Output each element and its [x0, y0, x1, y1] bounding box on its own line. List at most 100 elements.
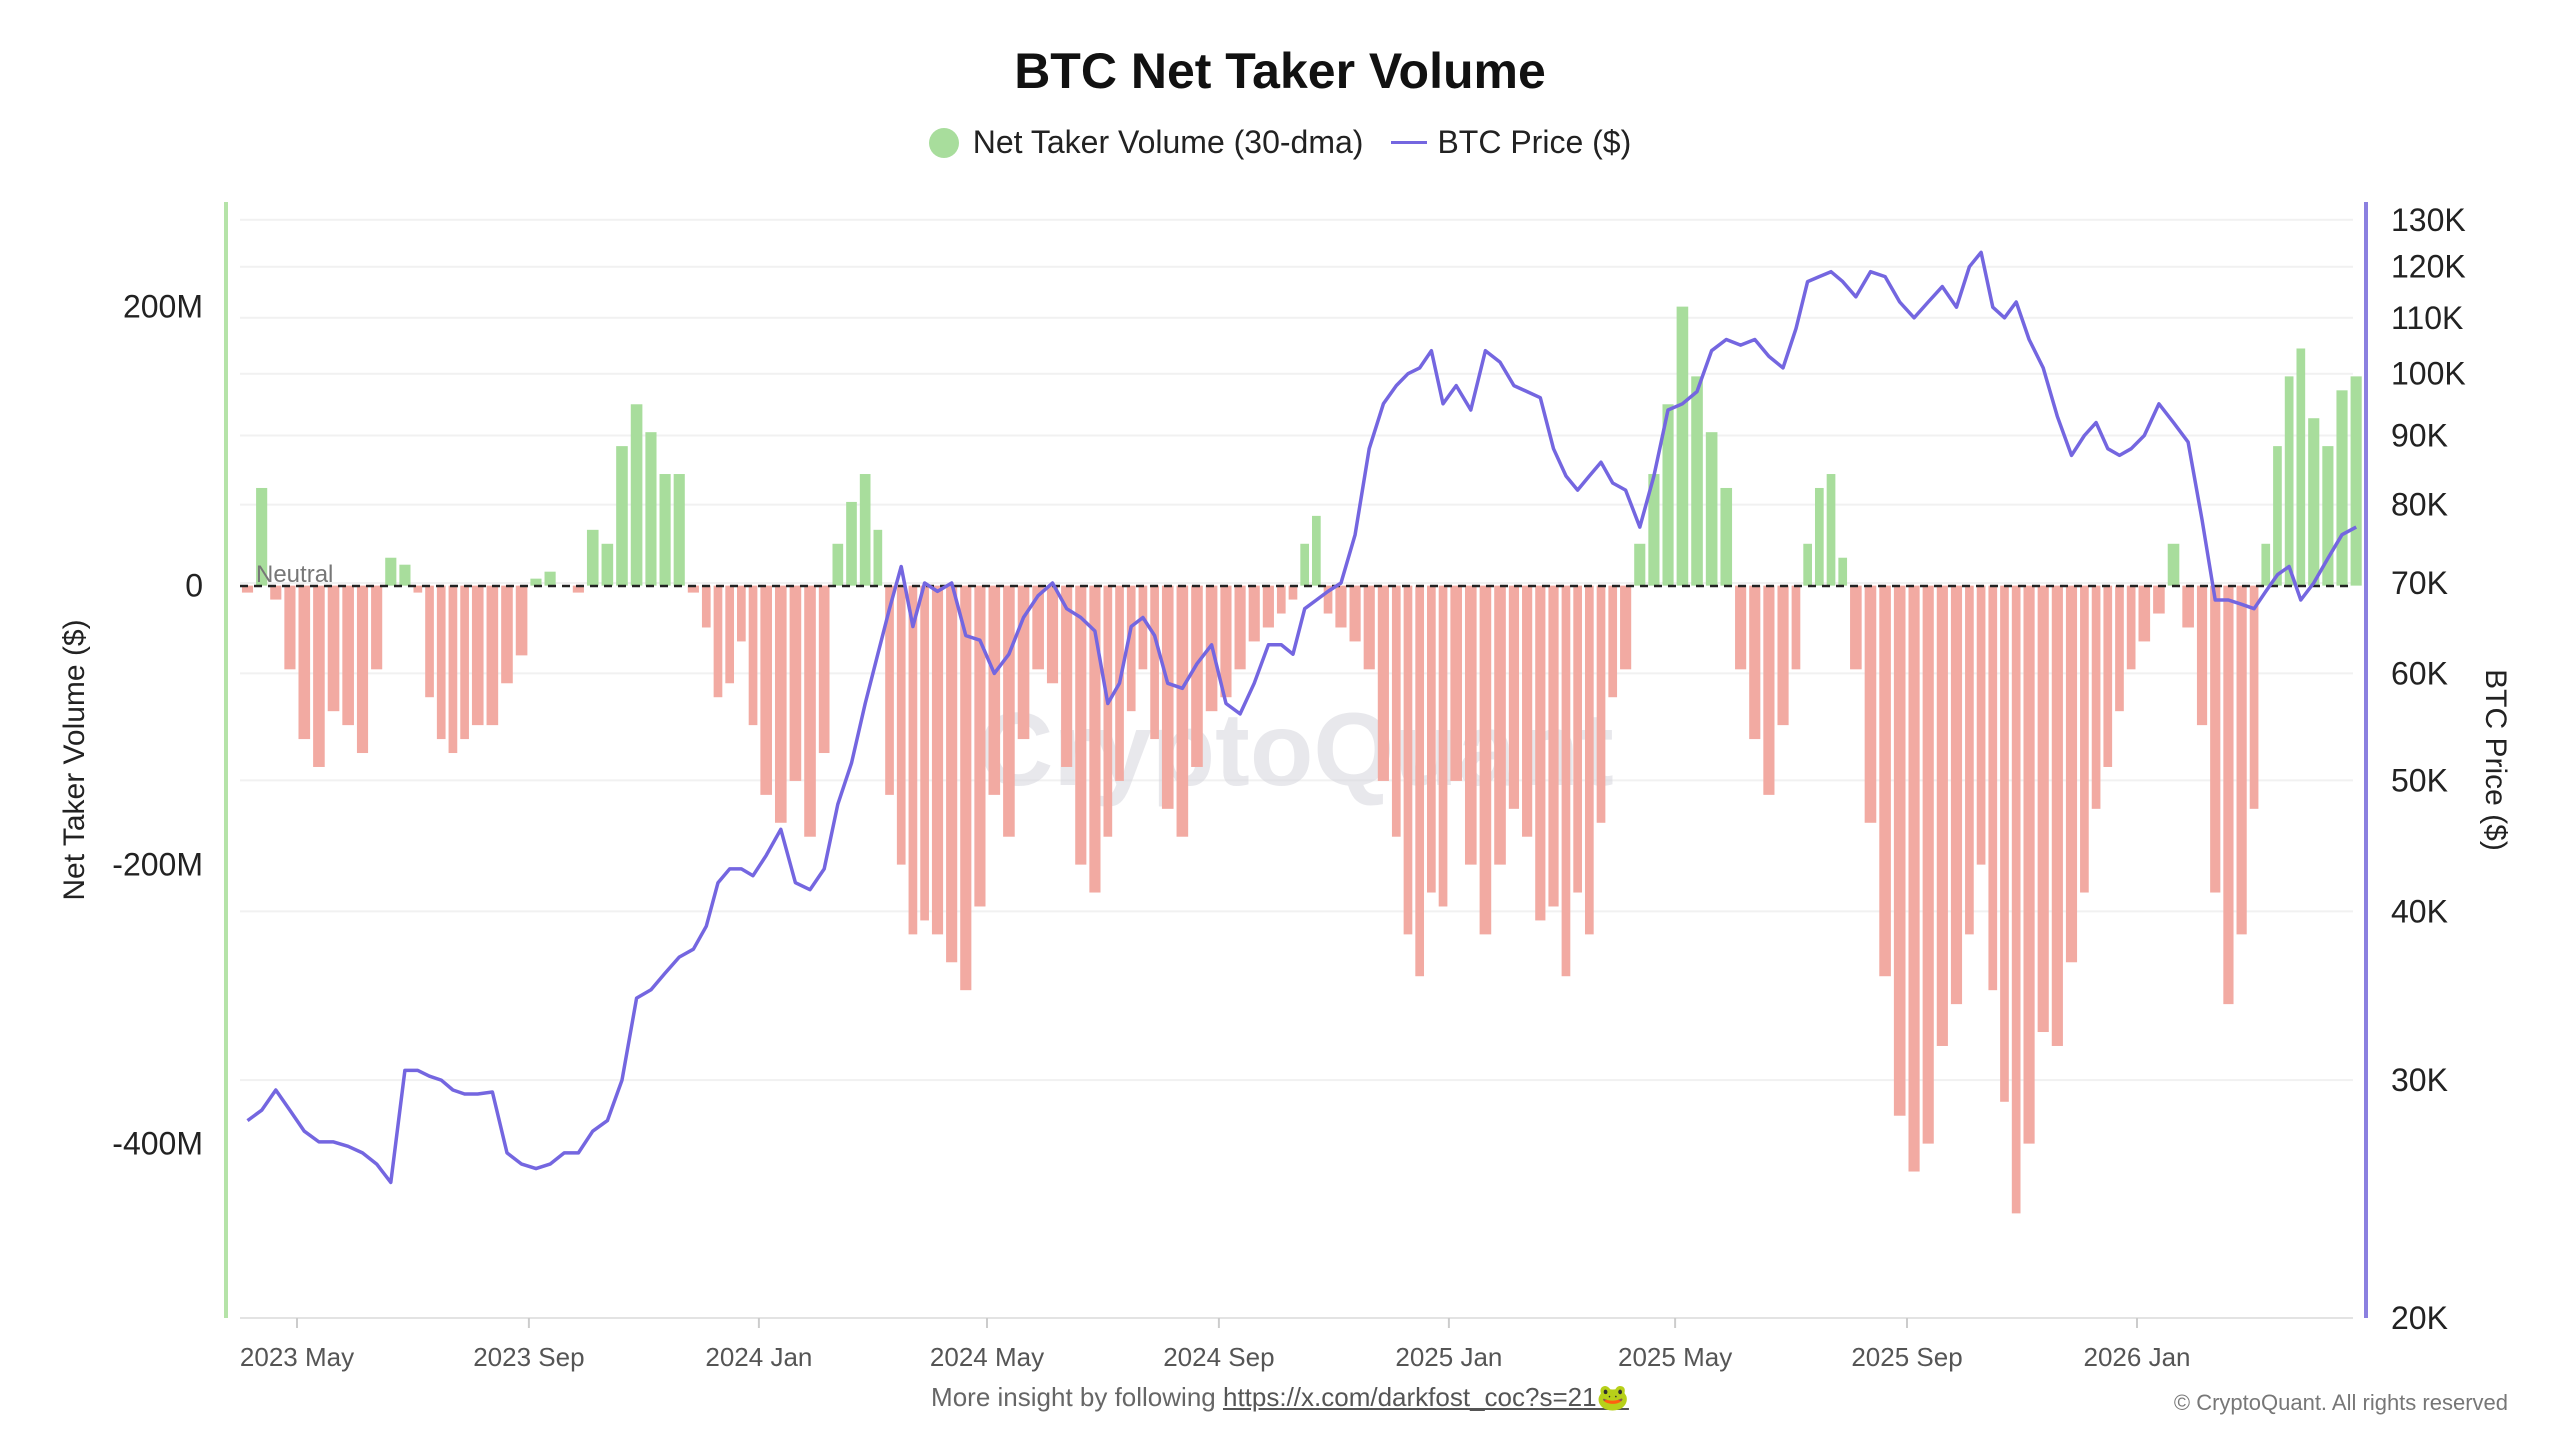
x-tick-label: 2025 May — [1618, 1342, 1732, 1372]
bar-negative — [2065, 585, 2078, 963]
bar-positive — [616, 446, 628, 586]
bar-negative — [1976, 585, 1986, 865]
bar-negative — [298, 585, 311, 740]
right-tick-label: 60K — [2391, 655, 2448, 691]
bar-negative — [1620, 585, 1632, 670]
bar-negative — [241, 585, 254, 593]
bar-positive — [1803, 543, 1812, 586]
bar-negative — [1535, 585, 1546, 921]
bar-negative — [1763, 585, 1775, 795]
right-tick-label: 80K — [2391, 487, 2448, 523]
legend-circle-icon — [928, 127, 959, 158]
bar-negative — [1276, 585, 1286, 614]
bar-positive — [873, 529, 883, 586]
bar-negative — [701, 585, 711, 628]
footer: More insight by following https://x.com/… — [0, 1382, 2560, 1413]
bar-positive — [399, 564, 411, 586]
bar-negative — [2011, 585, 2021, 1214]
bar-positive — [630, 404, 643, 586]
x-tick-label: 2024 May — [930, 1342, 1044, 1372]
bar-negative — [2103, 585, 2113, 767]
bar-positive — [2336, 390, 2348, 586]
bar-negative — [725, 585, 735, 684]
bar-negative — [2236, 585, 2247, 935]
legend: Net Taker Volume (30-dma) BTC Price ($) — [0, 124, 2560, 161]
bar-negative — [737, 585, 746, 642]
bar-negative — [789, 585, 802, 781]
bar-negative — [1608, 585, 1618, 698]
bar-negative — [2000, 585, 2009, 1102]
bar-negative — [2037, 585, 2049, 1033]
bar-negative — [1046, 585, 1059, 684]
bar-negative — [413, 585, 423, 593]
right-tick-label: 130K — [2391, 202, 2466, 238]
bar-positive — [1838, 557, 1848, 586]
bar-negative — [1262, 585, 1274, 628]
bar-negative — [1850, 585, 1862, 670]
bar-positive — [601, 543, 614, 586]
bar-negative — [2126, 585, 2136, 670]
bar-negative — [1075, 585, 1087, 865]
footer-link[interactable]: https://x.com/darkfost_coc?s=21🐸 — [1222, 1382, 1629, 1412]
bar-negative — [1363, 585, 1375, 670]
bar-negative — [1349, 585, 1361, 642]
bar-negative — [1438, 585, 1448, 907]
bar-positive — [859, 474, 871, 586]
bar-negative — [1150, 585, 1159, 740]
bar-positive — [1312, 515, 1321, 586]
neutral-label: Neutral — [256, 561, 333, 588]
legend-item-net-taker[interactable]: Net Taker Volume (30-dma) — [928, 124, 1363, 161]
bar-negative — [974, 585, 986, 907]
legend-item-btc-price[interactable]: BTC Price ($) — [1391, 124, 1631, 161]
bar-negative — [931, 585, 944, 935]
bar-negative — [327, 585, 340, 712]
bar-positive — [659, 474, 671, 586]
left-axis-title: Net Taker Volume ($) — [58, 619, 91, 900]
bar-negative — [342, 585, 354, 726]
left-tick-label: 200M — [123, 289, 203, 325]
bar-positive — [1300, 543, 1310, 586]
bar-negative — [2182, 585, 2194, 628]
bar-negative — [460, 585, 469, 740]
bar-negative — [1103, 585, 1113, 837]
bar-negative — [1777, 585, 1789, 726]
x-tick-label: 2026 Jan — [2084, 1342, 2191, 1372]
bar-negative — [572, 585, 584, 593]
bar-negative — [1377, 585, 1389, 781]
bar-positive — [586, 529, 599, 586]
bar-negative — [1089, 585, 1101, 893]
bar-negative — [1403, 585, 1413, 935]
bar-negative — [1596, 585, 1606, 823]
bar-negative — [1427, 585, 1436, 893]
bar-negative — [1288, 585, 1298, 600]
bar-negative — [1479, 585, 1492, 935]
bar-positive — [385, 557, 397, 586]
bar-negative — [1908, 585, 1920, 1172]
bar-negative — [2115, 585, 2124, 712]
bar-negative — [1176, 585, 1189, 837]
bar-negative — [2223, 585, 2234, 1005]
bar-positive — [1826, 474, 1836, 586]
right-tick-label: 20K — [2391, 1300, 2448, 1336]
bar-negative — [1879, 585, 1891, 977]
x-tick-label: 2025 Sep — [1851, 1342, 1962, 1372]
bar-negative — [1936, 585, 1948, 1046]
bar-negative — [1248, 585, 1260, 642]
bar-negative — [356, 585, 369, 754]
bar-positive — [2284, 376, 2294, 586]
bar-negative — [1234, 585, 1246, 670]
bar-positive — [1676, 306, 1689, 586]
bar-negative — [1522, 585, 1533, 837]
bar-positive — [2296, 348, 2306, 586]
copyright: © CryptoQuant. All rights reserved — [2173, 1390, 2508, 1415]
bar-positive — [1662, 404, 1674, 586]
bar-positive — [645, 432, 657, 586]
bar-negative — [436, 585, 446, 740]
right-tick-label: 30K — [2391, 1062, 2448, 1098]
bar-negative — [2210, 585, 2221, 893]
bar-negative — [425, 585, 434, 698]
right-tick-label: 100K — [2391, 356, 2466, 392]
right-tick-label: 40K — [2391, 893, 2448, 929]
bar-negative — [1791, 585, 1801, 670]
bar-negative — [448, 585, 458, 754]
